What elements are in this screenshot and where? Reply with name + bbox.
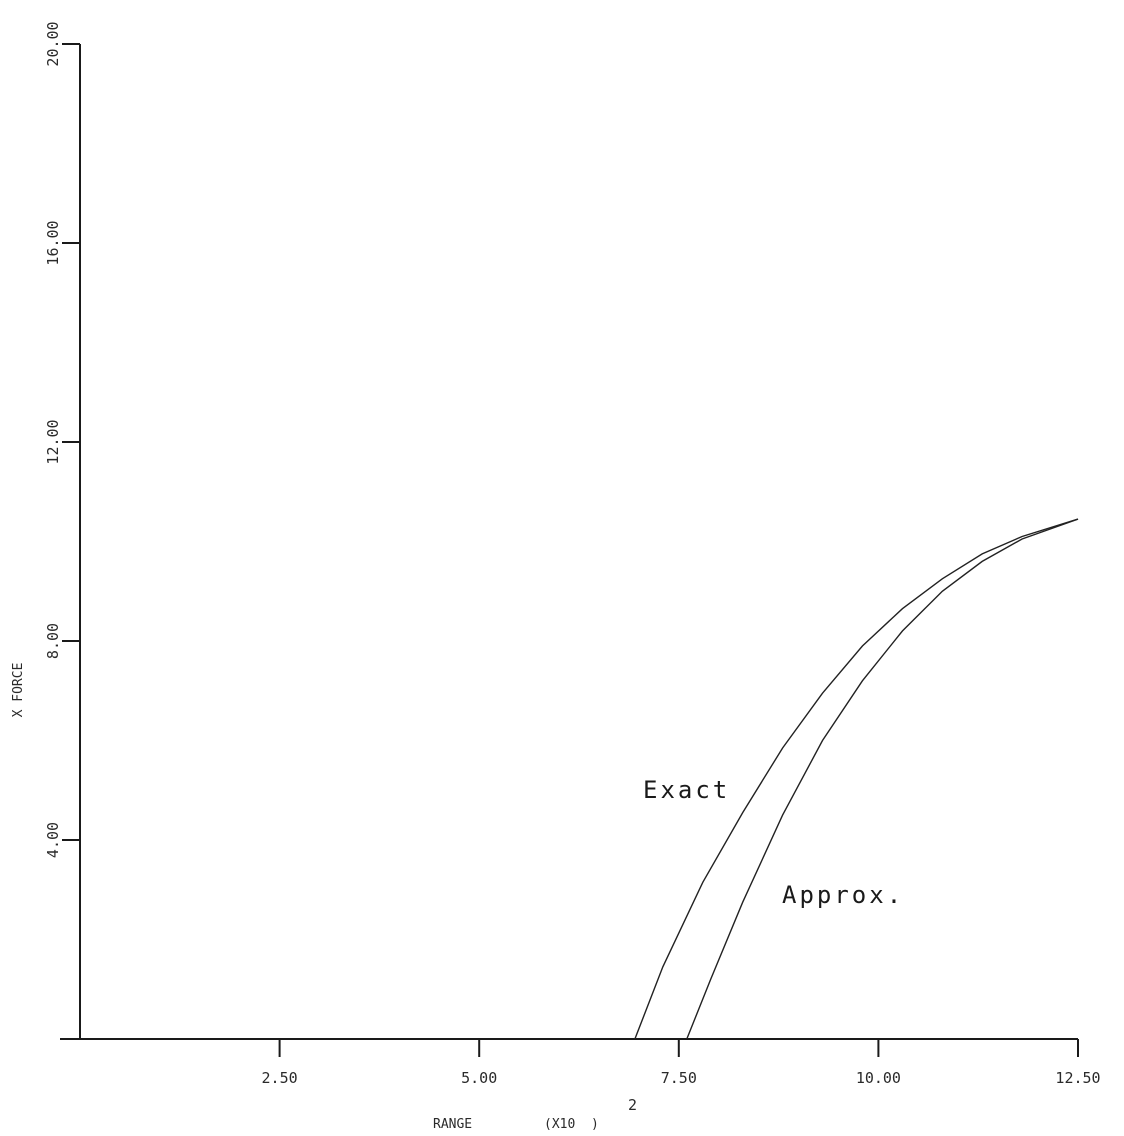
x-axis-label: RANGE [433,1117,472,1132]
series-lines [634,518,1079,1040]
y-axis-label: X FORCE [11,663,26,718]
x-axis-exponent: 2 [628,1096,637,1114]
y-tick-label: 8.00 [44,623,62,659]
x-axis-multiplier: (X10 ) [544,1117,599,1132]
axes [60,44,1078,1040]
y-tick-label: 12.00 [44,419,62,464]
x-tick-label: 2.50 [262,1069,298,1087]
y-tick-label: 4.00 [44,822,62,858]
series-line-exact [634,518,1079,1040]
x-tick-label: 5.00 [461,1069,497,1087]
series-line-approx [686,518,1079,1040]
y-tick-label: 20.00 [44,21,62,66]
y-tick-label: 16.00 [44,220,62,265]
annotation-approx: Approx. [782,881,904,909]
x-tick-label: 7.50 [661,1069,697,1087]
x-ticks: 2.50 5.00 7.50 10.00 12.50 [262,1039,1101,1087]
x-tick-label: 10.00 [856,1069,901,1087]
x-tick-label: 12.50 [1055,1069,1100,1087]
annotation-exact: Exact [643,776,730,804]
y-ticks: 4.00 8.00 12.00 16.00 20.00 [44,21,80,858]
